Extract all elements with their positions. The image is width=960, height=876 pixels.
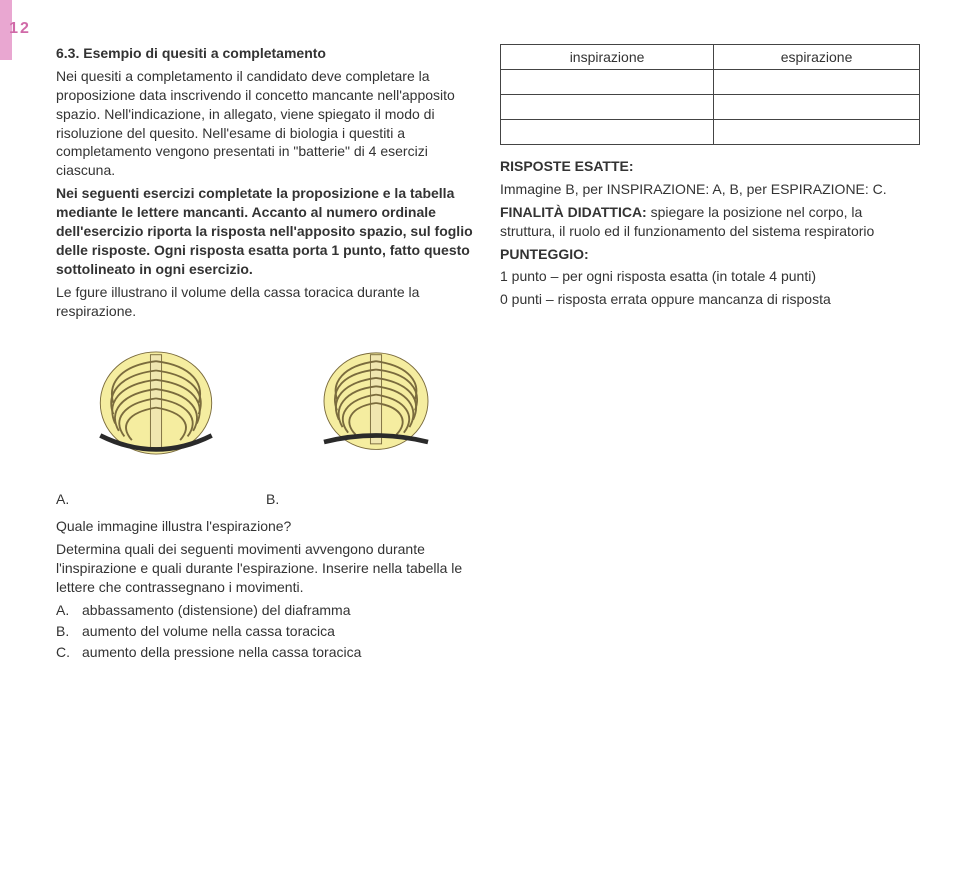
answers-heading: RISPOSTE ESATTE: — [500, 157, 920, 176]
option-a: A. abbassamento (distensione) del diafra… — [56, 601, 476, 620]
figure-caption: Le fgure illustrano il volume della cass… — [56, 283, 476, 321]
table-header-inspirazione: inspirazione — [501, 45, 714, 70]
option-c: C. aumento della pressione nella cassa t… — [56, 643, 476, 662]
right-column: inspirazione espirazione RISPOSTE ESATTE… — [500, 44, 920, 664]
finalita-line: FINALITÀ DIDATTICA: spiegare la posizion… — [500, 203, 920, 241]
answers-label: RISPOSTE ESATTE: — [500, 158, 634, 174]
ribcage-a — [56, 338, 256, 471]
instructions-bold: Nei seguenti esercizi completate la prop… — [56, 184, 476, 278]
option-letter: B. — [56, 622, 72, 641]
section-title: 6.3. Esempio di quesiti a completamento — [56, 45, 326, 61]
image-labels-row: A. B. — [56, 491, 476, 507]
table-cell — [714, 120, 920, 145]
punteggio-heading: PUNTEGGIO: — [500, 245, 920, 264]
punteggio-line-2: 0 punti – risposta errata oppure mancanz… — [500, 290, 920, 309]
answers-text: Immagine B, per INSPIRAZIONE: A, B, per … — [500, 180, 920, 199]
table-cell — [501, 95, 714, 120]
page-number: 12 — [0, 20, 40, 38]
two-column-layout: 6.3. Esempio di quesiti a completamento … — [56, 44, 920, 664]
ribcage-b — [276, 338, 476, 471]
table-cell — [501, 120, 714, 145]
question-2: Determina quali dei seguenti movimenti a… — [56, 540, 476, 597]
intro-paragraph: Nei quesiti a completamento il candidato… — [56, 67, 476, 180]
punteggio-label: PUNTEGGIO: — [500, 246, 589, 262]
page: 12 6.3. Esempio di quesiti a completamen… — [0, 0, 960, 688]
option-text: aumento del volume nella cassa toracica — [82, 622, 335, 641]
option-text: abbassamento (distensione) del diaframma — [82, 601, 350, 620]
option-b: B. aumento del volume nella cassa toraci… — [56, 622, 476, 641]
ribcage-b-svg — [301, 338, 451, 468]
answers-table: inspirazione espirazione — [500, 44, 920, 145]
option-text: aumento della pressione nella cassa tora… — [82, 643, 361, 662]
punteggio-line-1: 1 punto – per ogni risposta esatta (in t… — [500, 267, 920, 286]
finalita-label: FINALITÀ DIDATTICA: — [500, 204, 647, 220]
left-column: 6.3. Esempio di quesiti a completamento … — [56, 44, 476, 664]
ribcage-a-svg — [81, 338, 231, 468]
table-cell — [714, 70, 920, 95]
option-letter: A. — [56, 601, 72, 620]
table-header-espirazione: espirazione — [714, 45, 920, 70]
ribcage-images-row — [56, 338, 476, 471]
image-label-a: A. — [56, 491, 266, 507]
image-label-b: B. — [266, 491, 476, 507]
question-1: Quale immagine illustra l'espirazione? — [56, 517, 476, 536]
table-cell — [501, 70, 714, 95]
option-letter: C. — [56, 643, 72, 662]
section-heading: 6.3. Esempio di quesiti a completamento — [56, 44, 476, 63]
table-cell — [714, 95, 920, 120]
